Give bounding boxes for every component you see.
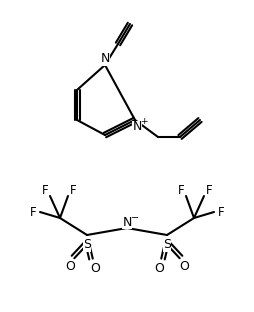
Text: N: N [132,120,142,134]
Text: F: F [70,184,76,197]
Text: F: F [30,206,36,218]
Text: S: S [163,238,171,251]
Text: +: + [140,116,148,125]
Text: F: F [42,184,48,197]
Text: S: S [83,238,91,251]
Text: O: O [154,261,164,275]
Text: N: N [122,216,132,228]
Text: N: N [100,52,110,66]
Text: O: O [90,261,100,275]
Text: F: F [178,184,184,197]
Text: −: − [131,213,139,223]
Text: O: O [65,260,75,272]
Text: F: F [206,184,212,197]
Text: O: O [179,260,189,272]
Text: F: F [218,206,224,218]
